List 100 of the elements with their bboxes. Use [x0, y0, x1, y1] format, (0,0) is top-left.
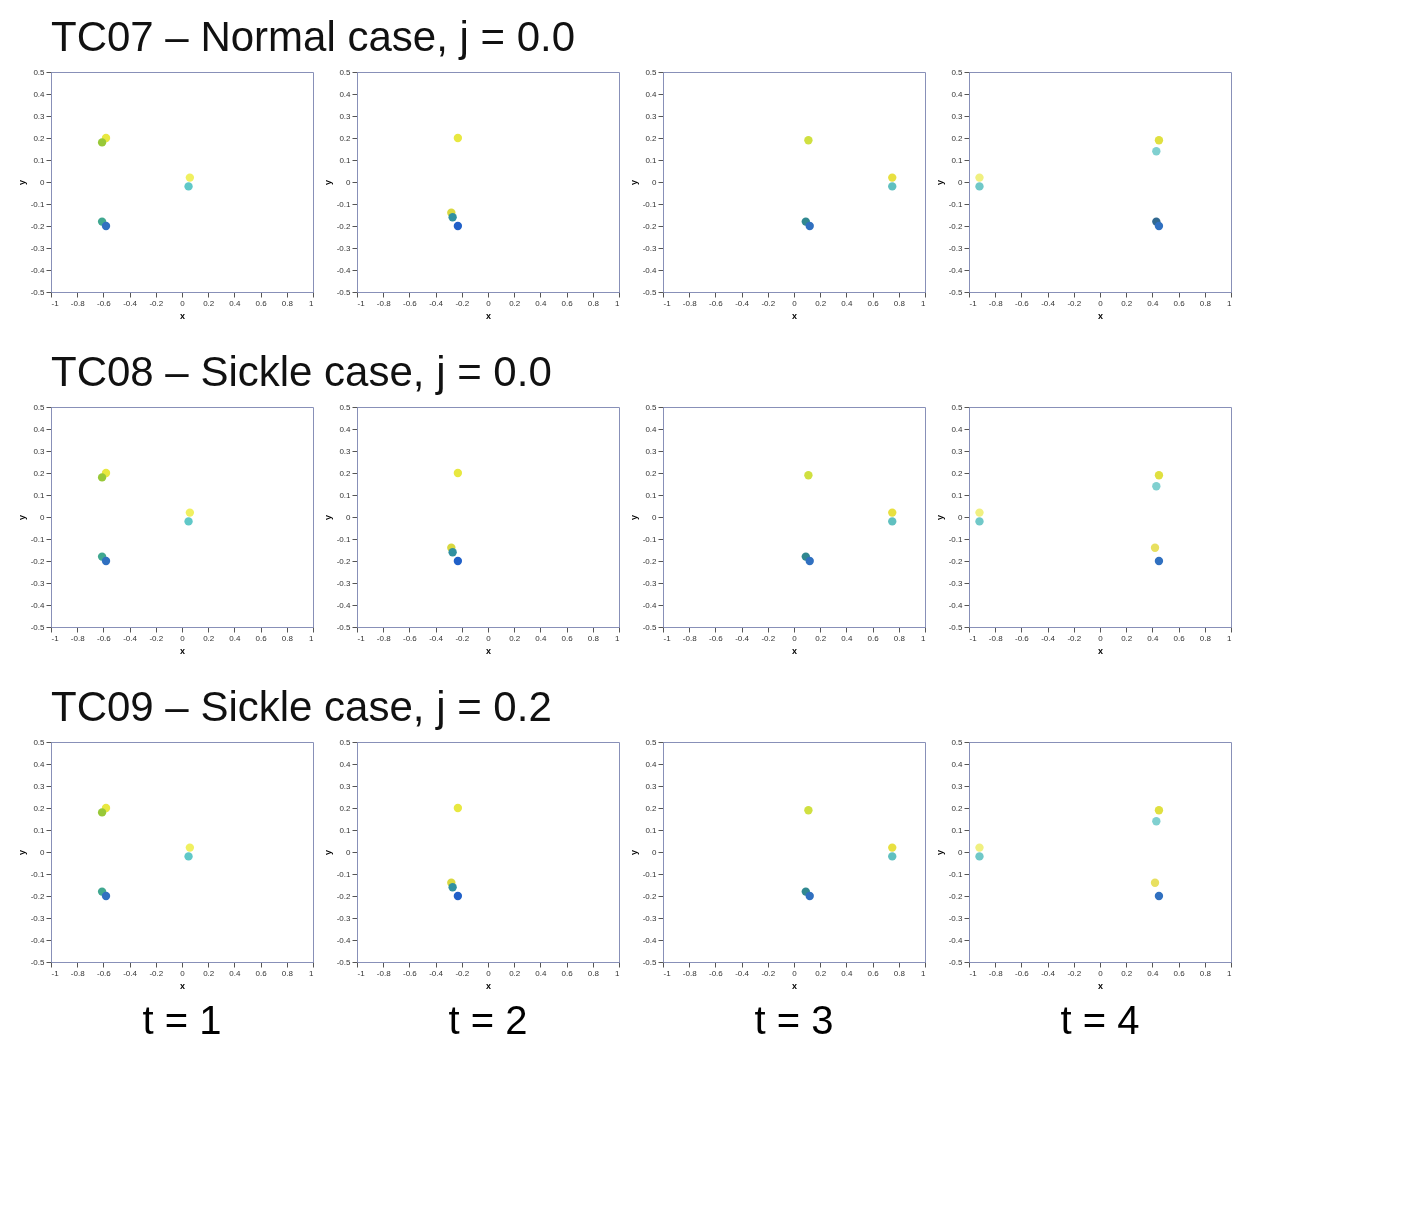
y-tick-label: 0 [652, 512, 658, 522]
y-tick-label: 0.1 [33, 155, 46, 165]
y-tick-label: 0.5 [339, 737, 352, 747]
y-tick-label: 0.2 [339, 803, 352, 813]
x-tick-label: 1 [921, 298, 927, 308]
x-tick-label: -0.2 [149, 298, 164, 308]
x-tick-label: -1 [51, 633, 60, 643]
y-tick-label: -0.4 [642, 935, 658, 945]
y-tick-label: 0 [346, 847, 352, 857]
x-tick-label: -0.8 [70, 968, 86, 978]
x-tick-label: -0.2 [761, 298, 776, 308]
point [184, 182, 193, 191]
x-tick-label: -0.6 [1015, 633, 1030, 643]
y-tick-label: -0.1 [642, 869, 658, 879]
point [1154, 556, 1164, 566]
y-tick-label: 0 [652, 847, 658, 857]
y-tick-label: -0.5 [642, 622, 658, 632]
x-tick-label: 0 [180, 298, 186, 308]
y-tick-label: 0.2 [33, 133, 46, 143]
x-tick-label: 0 [180, 633, 186, 643]
y-tick-label: 0.1 [951, 490, 964, 500]
y-tick-label: -0.4 [642, 265, 658, 275]
x-tick-label: 1 [615, 298, 621, 308]
x-tick-label: 0.2 [203, 298, 215, 308]
x-tick-label: 1 [615, 968, 621, 978]
x-tick-label: -0.4 [735, 968, 750, 978]
y-tick-label: -0.4 [30, 600, 46, 610]
point [1154, 221, 1164, 231]
y-axis-title: y [628, 849, 639, 856]
y-tick-label: 0.3 [339, 446, 352, 456]
point [804, 136, 813, 145]
y-tick-label: 0.2 [339, 468, 352, 478]
x-tick-label: -1 [969, 968, 978, 978]
y-tick-label: 0.1 [951, 155, 964, 165]
point [888, 173, 897, 182]
x-tick-label: -0.4 [123, 298, 138, 308]
y-tick-label: -0.2 [642, 891, 658, 901]
x-tick-label: 0.8 [1199, 633, 1212, 643]
y-tick-label: 0 [40, 177, 46, 187]
x-tick-label: 0 [792, 633, 798, 643]
y-tick-label: -0.5 [642, 287, 658, 297]
y-tick-label: 0.2 [33, 803, 46, 813]
x-tick-label: -0.8 [70, 633, 86, 643]
x-tick-label: -0.8 [988, 968, 1004, 978]
point [453, 221, 463, 231]
x-tick-label: 0.8 [281, 968, 294, 978]
x-tick-label: -0.4 [123, 633, 138, 643]
x-axis-title: x [485, 645, 492, 656]
x-tick-label: -0.2 [1067, 633, 1082, 643]
text: t = 3 [754, 998, 834, 1042]
x-axis-title: x [1097, 310, 1104, 321]
x-tick-label: -1 [663, 298, 672, 308]
x-tick-label: -0.4 [1041, 633, 1056, 643]
y-tick-label: 0.2 [645, 468, 658, 478]
x-tick-label: -0.4 [429, 298, 444, 308]
y-tick-label: -0.4 [336, 935, 352, 945]
y-tick-label: -0.1 [30, 199, 46, 209]
x-tick-label: 0.6 [1173, 968, 1186, 978]
x-tick-label: 0.8 [587, 298, 600, 308]
point [1154, 806, 1164, 815]
x-tick-label: -0.8 [682, 633, 698, 643]
x-tick-label: 0.2 [1121, 968, 1133, 978]
x-tick-label: -0.6 [403, 298, 418, 308]
chart-title: TC09 – Sickle case, j = 0.2 [51, 683, 552, 730]
y-tick-label: -0.2 [948, 891, 964, 901]
text: t = 1 [142, 998, 222, 1042]
y-axis-title: y [628, 179, 639, 186]
x-tick-label: 0.8 [1199, 298, 1212, 308]
x-tick-label: 1 [921, 968, 927, 978]
chart-title: TC08 – Sickle case, j = 0.0 [51, 348, 552, 395]
x-tick-label: 0 [486, 968, 492, 978]
point [453, 803, 463, 813]
x-tick-label: 0.8 [281, 298, 294, 308]
y-axis-title: y [322, 849, 333, 856]
y-tick-label: -0.2 [336, 221, 352, 231]
y-tick-label: 0.2 [645, 803, 658, 813]
x-tick-label: 0.4 [535, 968, 548, 978]
x-tick-label: -0.2 [455, 298, 470, 308]
point [448, 548, 457, 557]
y-tick-label: -0.4 [336, 265, 352, 275]
y-tick-label: 0.2 [951, 133, 964, 143]
point [805, 556, 814, 566]
x-tick-label: -1 [51, 968, 60, 978]
x-tick-label: -0.8 [988, 298, 1004, 308]
x-tick-label: -0.4 [735, 298, 750, 308]
x-tick-label: -0.8 [682, 968, 698, 978]
y-tick-label: 0.1 [645, 490, 658, 500]
y-tick-label: -0.1 [948, 534, 964, 544]
x-tick-label: -0.6 [403, 633, 418, 643]
y-tick-label: 0.3 [33, 446, 46, 456]
x-tick-label: -0.4 [1041, 298, 1056, 308]
point [453, 468, 463, 478]
x-tick-label: 0.4 [1147, 298, 1160, 308]
y-tick-label: 0.5 [339, 67, 352, 77]
y-tick-label: 0.5 [33, 737, 46, 747]
y-tick-label: 0 [346, 177, 352, 187]
y-tick-label: -0.3 [30, 243, 46, 253]
x-tick-label: 0.6 [561, 633, 574, 643]
y-tick-label: -0.1 [336, 869, 352, 879]
x-tick-label: 1 [309, 633, 315, 643]
